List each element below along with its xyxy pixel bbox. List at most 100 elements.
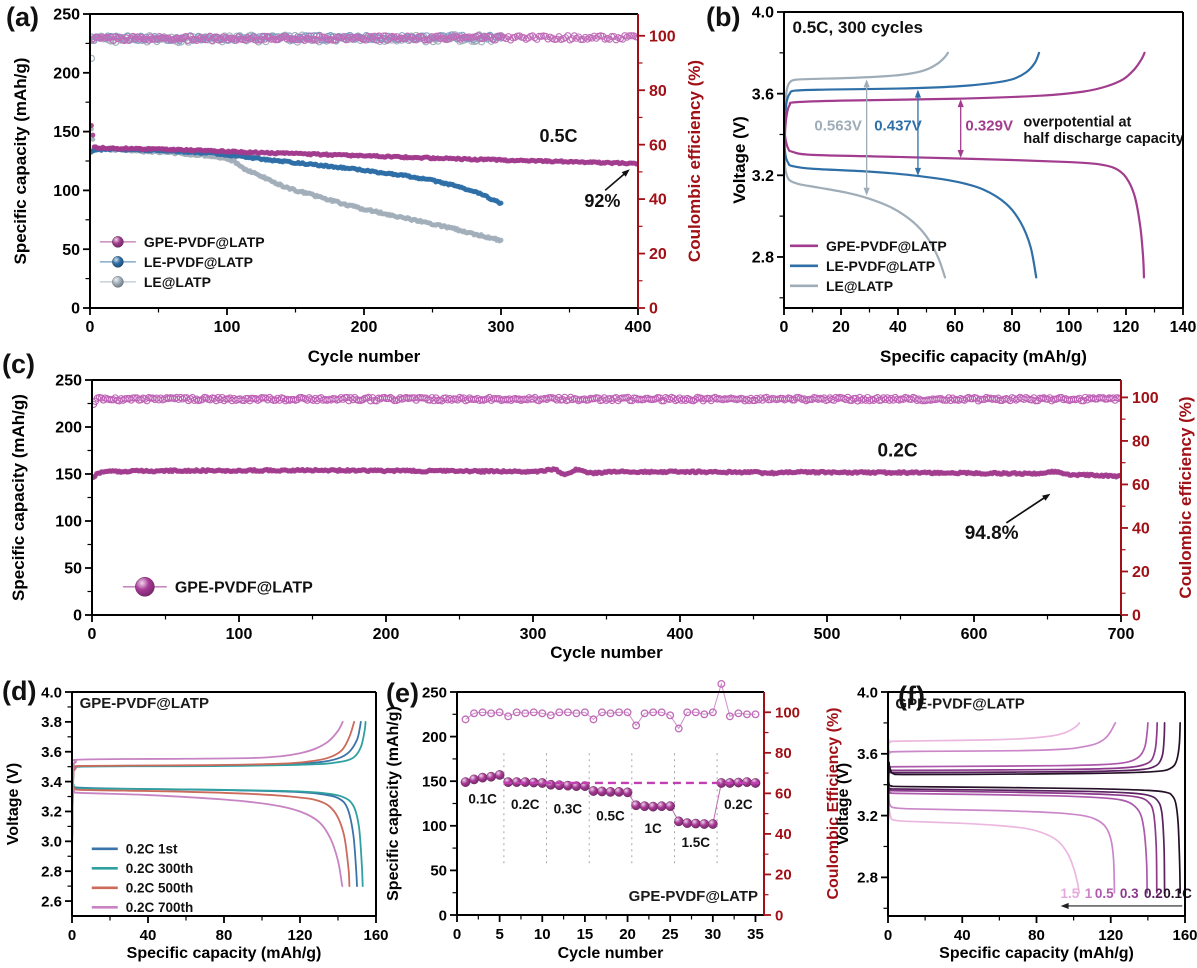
svg-text:200: 200 [351, 319, 378, 336]
panel-c-label: (c) [2, 349, 35, 379]
svg-text:80: 80 [775, 745, 792, 762]
panel-b-chart: 0.5C, 300 cycles 0.563V 0.437V 0.329V overpo… [730, 5, 1197, 366]
svg-text:Voltage (V): Voltage (V) [730, 116, 749, 204]
panel-a-label: (a) [6, 2, 39, 32]
svg-text:30: 30 [704, 926, 721, 943]
svg-text:80: 80 [1132, 434, 1150, 451]
svg-text:400: 400 [667, 626, 694, 643]
svg-text:20: 20 [619, 926, 636, 943]
svg-text:Specific capacity (mAh/g): Specific capacity (mAh/g) [9, 394, 28, 601]
svg-text:Specific capacity (mAh/g): Specific capacity (mAh/g) [939, 945, 1134, 962]
svg-text:0.437V: 0.437V [874, 117, 922, 134]
svg-text:100: 100 [226, 626, 253, 643]
svg-text:0.3: 0.3 [1120, 886, 1139, 901]
svg-text:100: 100 [1056, 319, 1083, 336]
panel-f: (f) GPE-PVDF@LATP 1.5 1 0.5 0.3 0.2 0.1C 0 40 80 1… [800, 668, 1197, 968]
svg-text:0.1C: 0.1C [1163, 886, 1192, 901]
panel-f-label: (f) [898, 681, 925, 711]
svg-text:400: 400 [625, 319, 652, 336]
svg-text:60: 60 [1132, 477, 1150, 494]
svg-text:GPE-PVDF@LATP: GPE-PVDF@LATP [895, 695, 1024, 712]
svg-text:100: 100 [55, 514, 82, 531]
svg-text:0.329V: 0.329V [965, 117, 1013, 134]
svg-text:0.2C: 0.2C [724, 797, 753, 812]
panel-b-label: (b) [706, 2, 741, 32]
svg-text:3.2: 3.2 [41, 804, 62, 821]
svg-text:GPE-PVDF@LATP: GPE-PVDF@LATP [826, 238, 947, 254]
svg-text:Coulombic efficiency (%): Coulombic efficiency (%) [1176, 396, 1195, 598]
svg-text:0.2C: 0.2C [877, 440, 917, 461]
svg-text:0: 0 [780, 319, 789, 336]
svg-text:Coulombic Efficiency (%): Coulombic Efficiency (%) [825, 707, 842, 899]
svg-text:Cycle number: Cycle number [308, 347, 421, 366]
svg-text:5: 5 [495, 926, 503, 943]
svg-text:1.5: 1.5 [1061, 886, 1080, 901]
svg-text:40: 40 [649, 192, 667, 209]
svg-text:LE-PVDF@LATP: LE-PVDF@LATP [826, 258, 935, 274]
svg-text:0: 0 [73, 608, 82, 625]
svg-text:2.8: 2.8 [41, 863, 62, 880]
svg-text:0: 0 [1132, 608, 1141, 625]
svg-text:160: 160 [363, 927, 388, 944]
svg-text:15: 15 [577, 926, 594, 943]
svg-text:120: 120 [1113, 319, 1140, 336]
panel-d-label: (d) [2, 676, 37, 706]
svg-text:0.2C: 0.2C [511, 797, 540, 812]
svg-text:100: 100 [422, 818, 447, 835]
svg-text:50: 50 [430, 863, 447, 880]
svg-text:Specific capacity (mAh/g): Specific capacity (mAh/g) [11, 58, 30, 265]
svg-text:25: 25 [662, 926, 679, 943]
svg-text:300: 300 [520, 626, 547, 643]
svg-text:3.2: 3.2 [857, 808, 878, 825]
svg-text:1C: 1C [645, 821, 663, 836]
svg-text:250: 250 [422, 684, 447, 701]
svg-text:200: 200 [55, 420, 82, 437]
svg-text:1: 1 [1085, 886, 1093, 901]
svg-text:35: 35 [747, 926, 764, 943]
svg-text:Voltage (V): Voltage (V) [835, 763, 852, 845]
svg-text:0.5C, 300 cycles: 0.5C, 300 cycles [793, 18, 923, 37]
svg-text:120: 120 [1098, 927, 1123, 944]
svg-text:300: 300 [488, 319, 515, 336]
svg-text:3.0: 3.0 [41, 834, 62, 851]
svg-text:0: 0 [86, 319, 95, 336]
svg-text:2.6: 2.6 [41, 893, 62, 910]
svg-text:700: 700 [1108, 626, 1135, 643]
svg-text:GPE-PVDF@LATP: GPE-PVDF@LATP [629, 888, 758, 905]
panel-f-chart: GPE-PVDF@LATP 1.5 1 0.5 0.3 0.2 0.1C 0 40 80 120 16… [835, 684, 1197, 962]
svg-text:4.0: 4.0 [41, 684, 62, 701]
svg-text:0.5: 0.5 [1095, 886, 1114, 901]
svg-text:Coulombic efficiency (%): Coulombic efficiency (%) [685, 60, 704, 262]
svg-text:40: 40 [1132, 521, 1150, 538]
svg-text:60: 60 [946, 319, 964, 336]
svg-text:GPE-PVDF@LATP: GPE-PVDF@LATP [144, 234, 265, 250]
svg-text:160: 160 [1172, 927, 1197, 944]
svg-text:40: 40 [140, 927, 157, 944]
svg-text:1.5C: 1.5C [682, 835, 711, 850]
svg-text:100: 100 [649, 28, 676, 45]
svg-text:half discharge capacity: half discharge capacity [1023, 131, 1183, 147]
svg-text:2.8: 2.8 [857, 870, 878, 887]
svg-text:20: 20 [1132, 564, 1150, 581]
svg-text:3.6: 3.6 [752, 86, 774, 103]
svg-text:80: 80 [1003, 319, 1021, 336]
svg-text:3.6: 3.6 [41, 744, 62, 761]
svg-text:60: 60 [775, 786, 792, 803]
svg-text:0.3C: 0.3C [554, 801, 583, 816]
svg-text:0.5C: 0.5C [540, 126, 578, 146]
svg-text:LE@LATP: LE@LATP [144, 274, 211, 290]
svg-text:40: 40 [954, 927, 971, 944]
svg-text:200: 200 [53, 65, 80, 82]
svg-text:0.2: 0.2 [1144, 886, 1163, 901]
svg-text:Voltage (V): Voltage (V) [5, 763, 22, 845]
svg-text:0: 0 [453, 926, 461, 943]
svg-text:0: 0 [649, 301, 658, 318]
svg-text:100: 100 [1132, 390, 1159, 407]
svg-text:0.563V: 0.563V [814, 117, 862, 134]
svg-text:4.0: 4.0 [752, 5, 774, 22]
svg-text:140: 140 [1170, 319, 1197, 336]
svg-text:0: 0 [884, 927, 892, 944]
svg-text:3.6: 3.6 [857, 746, 878, 763]
svg-text:94.8%: 94.8% [965, 523, 1019, 544]
